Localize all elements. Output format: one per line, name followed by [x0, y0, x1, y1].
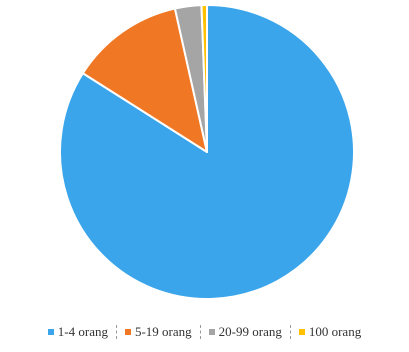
legend-item: 20-99 orang — [199, 324, 290, 339]
pie-slice-5-19-orang — [81, 7, 208, 153]
legend-swatch — [208, 329, 215, 335]
legend-label: 5-19 orang — [134, 324, 192, 339]
legend-swatch — [124, 329, 131, 335]
legend-item: 100 orang — [289, 324, 369, 339]
legend-item: 5-19 orang — [115, 324, 200, 339]
legend-item: 1-4 orang — [40, 325, 116, 339]
legend-label: 1-4 orang — [57, 324, 108, 339]
legend-label: 100 orang — [308, 324, 362, 339]
legend-swatch — [298, 329, 305, 335]
legend-label: 20-99 orang — [218, 324, 282, 339]
pie-slice-100-orang — [200, 3, 208, 153]
legend-swatch — [47, 329, 54, 335]
chart-legend: 1-4 orang 5-19 orang 20-99 orang 100 orang — [0, 322, 409, 342]
